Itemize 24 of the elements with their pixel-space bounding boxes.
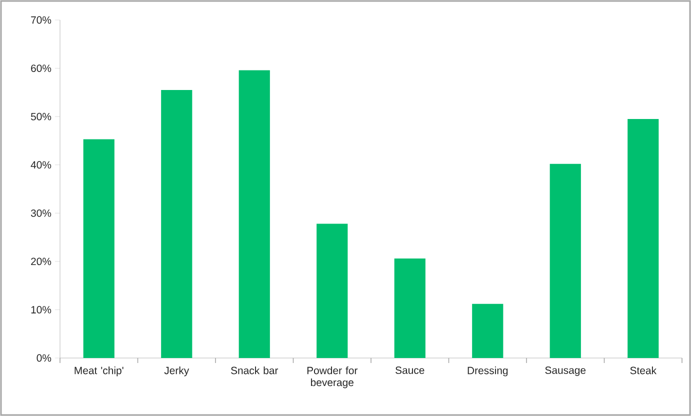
x-tick-label: Snack bar [231, 366, 278, 374]
x-tick-label: Sauce [396, 366, 424, 374]
x-tick-label: Steak [630, 366, 657, 374]
y-tick-label: 60% [31, 64, 52, 72]
x-tick-label: Powder for beverage [307, 366, 358, 388]
x-tick-label: Sausage [545, 366, 586, 376]
y-tick-label: 20% [31, 258, 52, 266]
x-tick-label: Meat 'chip' [74, 366, 124, 376]
bar [161, 90, 192, 358]
y-tick-label: 10% [31, 306, 52, 314]
bar [238, 70, 270, 358]
bar [472, 304, 504, 358]
y-tick-label: 0% [36, 354, 52, 362]
bar [550, 164, 581, 358]
x-tick-label: Jerky [164, 366, 190, 376]
y-tick-label: 50% [30, 112, 52, 120]
bar [316, 224, 348, 358]
bar [83, 139, 114, 358]
bar [394, 258, 426, 358]
bar [628, 118, 659, 358]
y-tick-label: 30% [30, 209, 52, 217]
y-tick-label: 70% [31, 16, 52, 24]
y-tick-label: 40% [30, 161, 52, 169]
x-tick-label: Dressing [468, 366, 508, 376]
